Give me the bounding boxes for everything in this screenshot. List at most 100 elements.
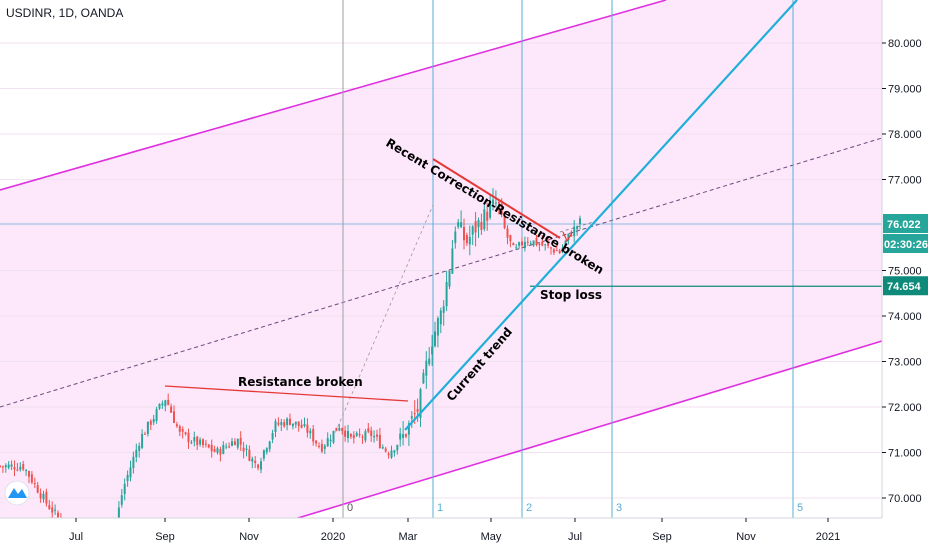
x-tick-label: Nov (736, 531, 756, 543)
candle-body (332, 430, 335, 443)
candle-body (45, 491, 48, 504)
candle-body (335, 427, 338, 431)
stop-loss-tag-label: 74.654 (887, 281, 922, 293)
candle-body (149, 420, 152, 425)
candle-body (228, 446, 231, 448)
x-tick-label: Jul (69, 531, 83, 543)
candle-body (283, 422, 286, 427)
candle-body (242, 447, 245, 452)
countdown-tag (883, 233, 928, 253)
candle-body (181, 428, 184, 432)
candle-body (532, 240, 535, 246)
candle-body (561, 247, 564, 253)
candle-body (460, 222, 463, 228)
candle-body (309, 430, 312, 434)
candle-body (161, 403, 164, 406)
candle-body (257, 464, 260, 469)
annotation-resistance-broken: Resistance broken (238, 375, 363, 389)
candle-body (178, 426, 181, 432)
candle-body (349, 433, 352, 437)
candle-body (7, 464, 10, 468)
candle-body (579, 218, 581, 225)
candle-body (294, 421, 297, 425)
candle-body (262, 450, 265, 459)
candle-body (289, 418, 291, 425)
candle-body (465, 235, 468, 244)
candle-body (477, 220, 480, 228)
resistance-line (164, 385, 409, 402)
candle-body (297, 421, 300, 427)
x-tick-label: 2021 (816, 531, 840, 543)
candle-body (248, 449, 251, 461)
candle-body (117, 507, 120, 524)
candle-body (509, 235, 512, 242)
last-price-tag-label: 76.022 (887, 219, 921, 231)
candle-body (381, 447, 384, 449)
candle-body (30, 474, 33, 483)
time-marker-label: 2 (526, 502, 532, 514)
candle-body (448, 270, 451, 287)
y-tick-label: 80.000 (888, 38, 922, 50)
candle-body (355, 432, 358, 436)
candle-body (291, 423, 294, 427)
candle-body (265, 448, 268, 453)
candle-body (126, 474, 129, 481)
candle-body (16, 469, 19, 471)
candle-body (132, 456, 135, 469)
candle-body (370, 430, 373, 437)
candles (0, 188, 581, 550)
y-tick-label: 73.000 (888, 357, 922, 369)
annotation-stop-loss: Stop loss (540, 288, 602, 302)
candle-body (123, 483, 126, 494)
candle-body (260, 461, 262, 470)
time-axis[interactable] (0, 518, 932, 550)
price-axis[interactable] (882, 0, 932, 550)
candle-body (570, 235, 573, 237)
candle-body (436, 318, 439, 336)
candle-body (36, 485, 39, 493)
time-marker-label: 1 (437, 502, 443, 514)
candle-body (33, 483, 36, 485)
candle-body (303, 423, 306, 427)
candle-body (1, 466, 4, 468)
candle-body (312, 429, 315, 442)
candle-body (213, 448, 216, 452)
candle-body (515, 247, 518, 249)
candle-body (361, 436, 364, 438)
y-tick-label: 79.000 (888, 84, 922, 96)
candle-body (468, 236, 471, 245)
candle-body (497, 201, 500, 204)
candle-body (390, 450, 393, 458)
candle-body (492, 199, 494, 205)
candle-body (233, 441, 236, 446)
y-tick-label: 78.000 (888, 129, 922, 141)
candle-body (57, 512, 59, 518)
candle-body (22, 464, 25, 470)
candle-body (454, 231, 457, 243)
x-tick-label: Mar (399, 531, 418, 543)
breakout-mark (562, 231, 573, 243)
candle-body (555, 250, 558, 252)
candle-body (300, 424, 303, 428)
candle-body (175, 424, 178, 427)
x-tick-label: May (481, 531, 502, 543)
candle-body (286, 418, 289, 426)
candle-body (347, 431, 349, 438)
candle-body (399, 433, 402, 440)
candle-body (144, 433, 146, 435)
candle-body (523, 241, 526, 249)
candle-body (318, 445, 320, 447)
y-tick-label: 74.000 (888, 311, 922, 323)
candle-body (451, 248, 454, 274)
candle-body (445, 281, 448, 307)
candle-body (129, 467, 132, 478)
candle-body (25, 470, 28, 472)
candle-body (210, 444, 213, 452)
current-trend-line (404, 0, 798, 431)
candle-body (364, 431, 367, 441)
candle-body (306, 424, 309, 433)
candle-body (184, 432, 187, 435)
candle-body (19, 466, 22, 470)
correction-resistance-line (432, 158, 561, 239)
